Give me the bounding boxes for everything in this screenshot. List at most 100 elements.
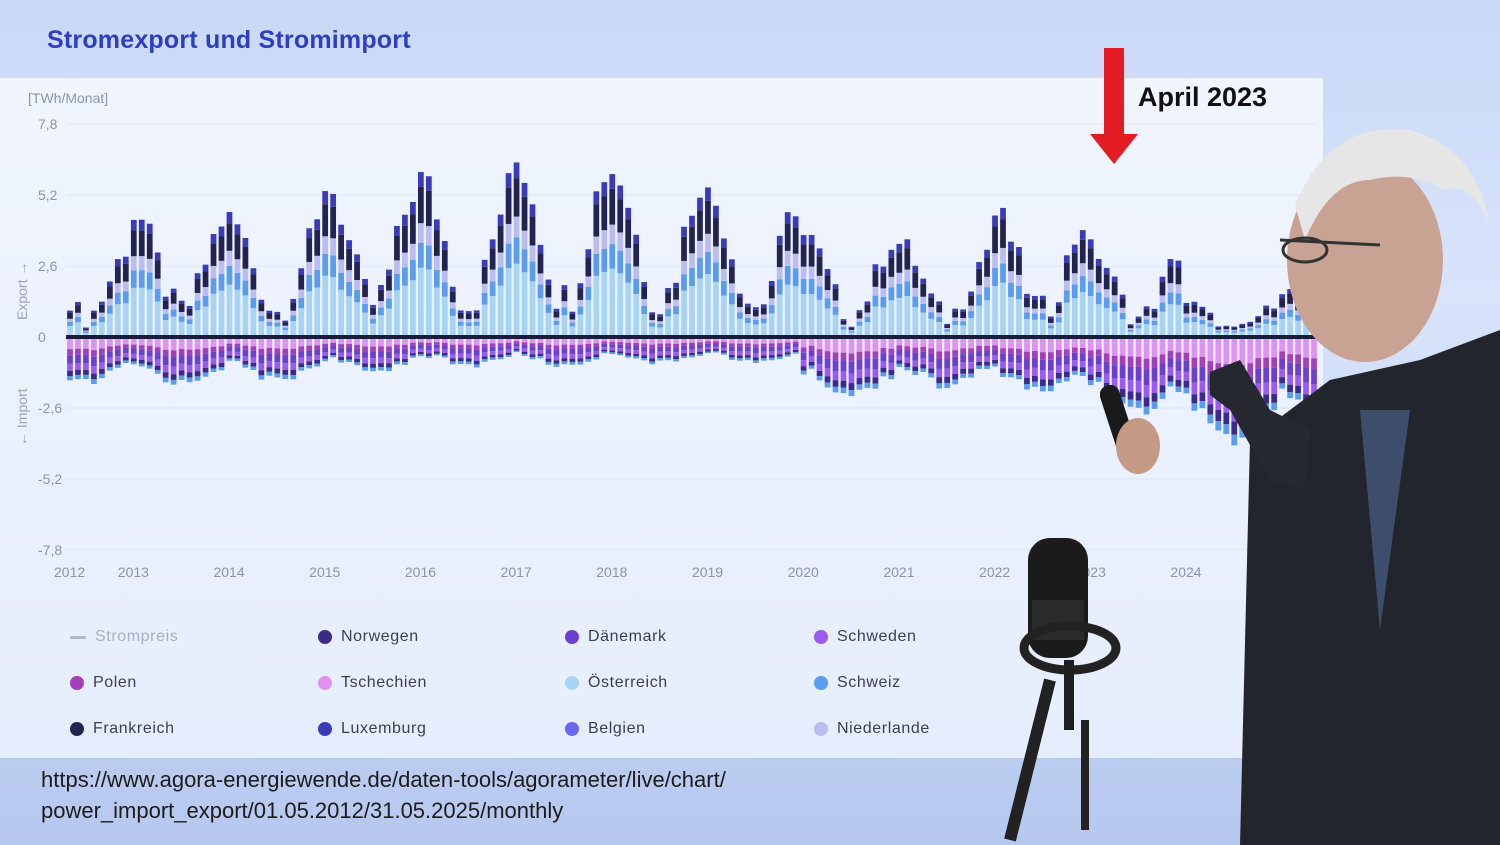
bar-segment-export xyxy=(736,293,743,298)
bar-segment-export xyxy=(896,243,903,253)
bar-segment-export xyxy=(760,314,767,319)
legend-item-luxemburg[interactable]: Luxemburg xyxy=(318,720,426,738)
bar-segment-export xyxy=(1055,305,1062,314)
bar-segment-export xyxy=(210,265,217,279)
bar-segment-export xyxy=(1063,262,1070,281)
bar-segment-export xyxy=(194,300,201,311)
bar-segment-export xyxy=(1040,313,1046,320)
bar-segment-import xyxy=(465,358,472,362)
bar-segment-import xyxy=(330,352,337,356)
bar-segment-import xyxy=(760,346,767,352)
bar-segment-export xyxy=(1223,325,1230,327)
bar-segment-import xyxy=(138,355,145,360)
bar-segment-import xyxy=(410,345,416,350)
y-unit-label: [TWh/Monat] xyxy=(28,90,109,106)
bar-segment-export xyxy=(75,301,81,306)
bar-segment-import xyxy=(210,368,217,373)
bar-segment-export xyxy=(1063,280,1070,291)
bar-segment-import xyxy=(609,344,616,348)
bar-segment-import xyxy=(1071,352,1078,361)
bar-segment-import xyxy=(625,337,632,343)
bar-segment-import xyxy=(713,343,719,347)
legend-item-dänemark[interactable]: Dänemark xyxy=(565,628,667,646)
bar-segment-import xyxy=(577,361,584,365)
bar-segment-export xyxy=(378,301,384,308)
bar-segment-import xyxy=(505,342,512,346)
legend-item-schweiz[interactable]: Schweiz xyxy=(814,674,901,692)
bar-segment-import xyxy=(122,357,129,361)
bar-segment-import xyxy=(290,375,297,380)
bar-segment-export xyxy=(290,321,297,337)
bar-segment-export xyxy=(577,288,584,300)
bar-segment-import xyxy=(250,350,257,358)
bar-segment-import xyxy=(1279,351,1285,359)
bar-segment-export xyxy=(760,318,767,324)
bar-segment-export xyxy=(83,331,89,334)
bar-segment-import xyxy=(386,337,392,347)
bar-segment-export xyxy=(370,314,376,319)
legend-item-strompreis[interactable]: Strompreis xyxy=(70,628,178,646)
bar-segment-import xyxy=(1239,427,1246,438)
bar-segment-export xyxy=(465,322,472,327)
bar-segment-import xyxy=(465,361,472,365)
x-tick-label: 2014 xyxy=(213,564,244,580)
bar-segment-import xyxy=(601,349,608,352)
bar-segment-export xyxy=(936,316,943,323)
bar-segment-import xyxy=(1215,421,1222,431)
bar-segment-export xyxy=(386,298,392,309)
bar-segment-import xyxy=(561,344,568,349)
legend-item-schweden[interactable]: Schweden xyxy=(814,628,917,646)
bar-segment-export xyxy=(776,267,783,280)
bar-segment-export xyxy=(1032,299,1038,309)
bar-segment-export xyxy=(1191,316,1198,323)
bar-segment-export xyxy=(840,326,847,330)
bar-segment-export xyxy=(689,253,695,268)
bar-segment-import xyxy=(736,343,743,347)
bar-segment-import xyxy=(122,347,129,354)
bar-segment-export xyxy=(378,285,384,290)
bar-segment-export xyxy=(417,223,424,243)
bar-segment-import xyxy=(521,351,528,354)
bar-segment-export xyxy=(673,287,679,300)
legend-item-tschechien[interactable]: Tschechien xyxy=(318,674,427,692)
bar-segment-export xyxy=(1008,241,1014,251)
bar-segment-export xyxy=(322,275,329,337)
legend-item-niederlande[interactable]: Niederlande xyxy=(814,720,930,738)
bar-segment-import xyxy=(936,383,943,389)
bar-segment-import xyxy=(449,344,456,349)
bar-segment-export xyxy=(912,307,919,337)
bar-segment-export xyxy=(1032,308,1038,314)
legend-item-norwegen[interactable]: Norwegen xyxy=(318,628,419,646)
bar-segment-import xyxy=(99,373,105,379)
bar-segment-import xyxy=(689,349,695,353)
bar-segment-export xyxy=(274,314,281,320)
bar-segment-import xyxy=(872,358,879,370)
bar-segment-import xyxy=(633,356,640,359)
bar-segment-import xyxy=(832,380,839,387)
bar-segment-export xyxy=(481,259,488,267)
bar-segment-export xyxy=(354,279,360,290)
legend-item-frankreich[interactable]: Frankreich xyxy=(70,720,175,738)
bar-segment-export xyxy=(609,224,616,245)
bar-segment-import xyxy=(386,358,392,364)
bar-segment-export xyxy=(330,193,337,207)
legend-item-polen[interactable]: Polen xyxy=(70,674,137,692)
bar-segment-export xyxy=(1151,308,1158,312)
bar-segment-import xyxy=(274,373,281,378)
bar-segment-export xyxy=(896,297,903,337)
bar-segment-import xyxy=(824,382,831,388)
bar-segment-export xyxy=(1167,283,1174,293)
legend-item-österreich[interactable]: Österreich xyxy=(565,674,668,692)
bar-segment-export xyxy=(960,318,967,322)
legend-item-belgien[interactable]: Belgien xyxy=(565,720,646,738)
bar-segment-export xyxy=(665,303,671,310)
bar-segment-import xyxy=(1079,337,1086,348)
bar-segment-export xyxy=(346,296,352,337)
bar-segment-export xyxy=(1000,219,1006,248)
bar-segment-import xyxy=(274,353,281,363)
bar-segment-import xyxy=(561,337,568,345)
bar-segment-import xyxy=(968,348,974,355)
bar-segment-import xyxy=(258,348,265,355)
bar-segment-export xyxy=(130,287,137,337)
bar-segment-export xyxy=(649,312,655,315)
